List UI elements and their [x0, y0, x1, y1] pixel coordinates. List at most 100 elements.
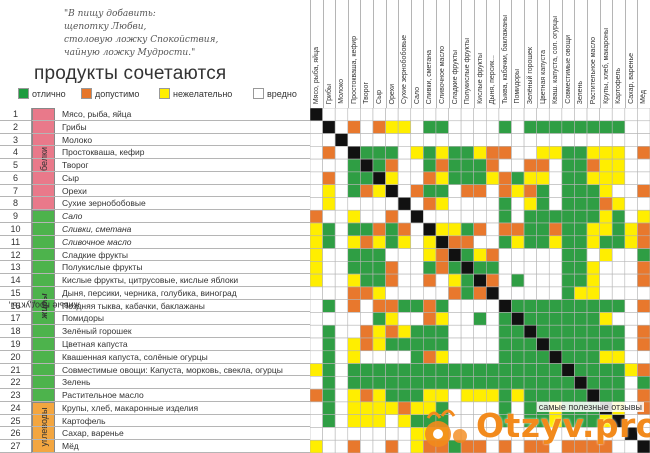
grid-cell: [372, 439, 386, 453]
grid-cell: [397, 108, 412, 122]
grid-cell: [473, 222, 487, 237]
grid-cell: [473, 299, 487, 313]
grid-cell: [511, 197, 525, 211]
grid-cell: [523, 184, 537, 198]
row-label: Крупы, хлеб, макаронные изделия: [62, 402, 199, 413]
grid-cell: [310, 197, 323, 211]
row-number: 6: [0, 171, 32, 185]
grid-cell: [448, 286, 462, 300]
row-label: Поздняя тыква, кабачки, баклажаны: [62, 300, 205, 311]
grid-cell: [347, 363, 361, 377]
grid-cell: [360, 184, 374, 198]
grid-cell: [523, 120, 537, 134]
grid-cell: [385, 248, 399, 262]
column-header-label: Кваш. капуста, сол. огурцы: [552, 16, 560, 104]
grid-cell: [385, 133, 399, 147]
grid-cell: [310, 439, 323, 453]
grid-cell: [561, 350, 575, 364]
grid-cell: [498, 337, 512, 352]
grid-cell: [561, 273, 575, 288]
grid-cell: [372, 273, 386, 288]
grid-cell: [548, 273, 563, 288]
row-number: 3: [0, 133, 32, 147]
column-header-label: Орехи: [388, 83, 396, 105]
grid-cell: [586, 222, 600, 237]
grid-cell: [574, 222, 588, 237]
column-header-label: Дыня, персик...: [489, 54, 497, 104]
column-header-label: Зелёный горошек: [527, 46, 535, 104]
grid-cell: [435, 108, 449, 122]
grid-cell: [448, 324, 462, 339]
grid-cell: [334, 376, 349, 390]
grid-cell: [397, 273, 412, 288]
column-header: Зелень: [574, 0, 587, 108]
grid-cell: [536, 363, 550, 377]
grid-cell: [637, 312, 650, 326]
column-header: Мясо, рыба, яйца: [310, 0, 323, 108]
grid-cell: [473, 209, 487, 224]
grid-cell: [397, 299, 412, 313]
column-header-label: Мёд: [640, 90, 648, 104]
row-label: Кислые фрукты, цитрусовые, кислые яблоки: [62, 275, 239, 286]
row-number: 7: [0, 184, 32, 198]
row-number: 4: [0, 146, 32, 160]
row-number: 14: [0, 274, 32, 287]
grid-cell: [310, 363, 323, 377]
grid-cell: [423, 171, 437, 185]
grid-cell: [360, 235, 374, 249]
grid-cell: [423, 299, 437, 313]
grid-cell: [334, 414, 349, 428]
grid-cell: [586, 324, 600, 339]
grid-cell: [586, 133, 600, 147]
grid-cell: [637, 299, 650, 313]
grid-cell: [624, 120, 638, 134]
grid-cell: [448, 197, 462, 211]
row-label: Зелёный горошек: [62, 326, 132, 337]
grid-cell: [360, 414, 374, 428]
grid-cell: [360, 108, 374, 122]
grid-cell: [360, 273, 374, 288]
grid-cell: [536, 273, 550, 288]
grid-cell: [347, 337, 361, 352]
column-header-label: Цветная капуста: [539, 49, 547, 104]
column-header: Сливки, сметана: [423, 0, 436, 108]
row-number: 19: [0, 338, 32, 351]
grid-cell: [486, 222, 500, 237]
grid-cell: [511, 146, 525, 160]
grid-cell: [561, 146, 575, 160]
diagonal-cell: [435, 235, 449, 249]
grid-cell: [372, 146, 386, 160]
row-label: Дыня, персики, черника, голубика, виногр…: [62, 287, 237, 298]
grid-cell: [624, 299, 638, 313]
grid-cell: [310, 209, 323, 224]
diagonal-cell: [473, 273, 487, 288]
column-header-label: Сыр: [375, 90, 383, 104]
grid-cell: [574, 171, 588, 185]
column-header: Сыр: [372, 0, 386, 108]
grid-cell: [460, 376, 475, 390]
grid-cell: [460, 273, 475, 288]
grid-cell: [599, 337, 613, 352]
grid-cell: [410, 184, 424, 198]
diagonal-cell: [360, 158, 374, 173]
grid-cell: [347, 171, 361, 185]
grid-cell: [523, 197, 537, 211]
grid-cell: [611, 235, 626, 249]
grid-cell: [637, 286, 650, 300]
row-label: Сливочное масло: [62, 236, 132, 247]
column-header-label: Простокваша, кефир: [350, 36, 358, 104]
grid-cell: [637, 273, 650, 288]
grid-cell: [574, 337, 588, 352]
grid-cell: [536, 350, 550, 364]
grid-cell: [448, 235, 462, 249]
grid-cell: [460, 209, 475, 224]
grid-cell: [423, 312, 437, 326]
row-number: 8: [0, 197, 32, 211]
grid-cell: [322, 108, 336, 122]
column-header-label: Сладкие фрукты: [451, 49, 459, 104]
grid-cell: [385, 158, 399, 173]
grid-cell: [624, 158, 638, 173]
grid-cell: [334, 363, 349, 377]
grid-cell: [473, 184, 487, 198]
grid-cell: [385, 363, 399, 377]
